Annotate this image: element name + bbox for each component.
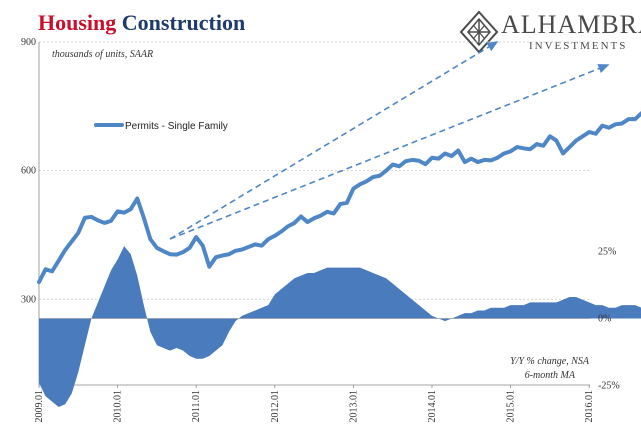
x-tick-label: 2009.01 xyxy=(34,390,45,423)
x-tick-label: 2013.01 xyxy=(348,390,359,423)
chart-title: Housing Construction xyxy=(38,10,245,36)
y-left-tick-label: 300 xyxy=(21,294,36,305)
y-right-tick-label: 25% xyxy=(598,247,616,258)
y-left-tick-label: 900 xyxy=(21,37,36,48)
x-tick-label: 2011.01 xyxy=(191,390,202,422)
permits-line xyxy=(37,111,641,285)
title-part-construction: Construction xyxy=(121,10,246,35)
yoy-area xyxy=(39,246,641,407)
units-note: thousands of units, SAAR xyxy=(52,49,153,60)
trend-arrow-lower xyxy=(169,64,610,240)
yoy-note-line2: 6-month MA xyxy=(525,370,576,381)
legend: Permits - Single Family xyxy=(94,121,228,132)
title-part-housing: Housing xyxy=(38,10,117,35)
legend-label: Permits - Single Family xyxy=(125,121,228,132)
x-tick-label: 2010.01 xyxy=(113,390,124,423)
alhambra-logo: ALHAMBRA INVESTMENTS xyxy=(459,10,641,54)
x-tick-label: 2015.01 xyxy=(506,390,517,423)
logo-brand: ALHAMBRA xyxy=(501,10,641,39)
y-right-tick-label: -25% xyxy=(598,381,620,392)
trend-arrow-upper xyxy=(169,41,499,240)
y-left-tick-label: 600 xyxy=(21,166,36,177)
x-tick-label: 2012.01 xyxy=(270,390,281,423)
x-tick-label: 2014.01 xyxy=(427,390,438,423)
yoy-note-line1: Y/Y % change, NSA xyxy=(510,356,590,367)
logo-sub: INVESTMENTS xyxy=(529,40,628,52)
y-right-tick-label: 0% xyxy=(598,314,611,325)
x-tick-label: 2016.01 xyxy=(584,390,595,423)
